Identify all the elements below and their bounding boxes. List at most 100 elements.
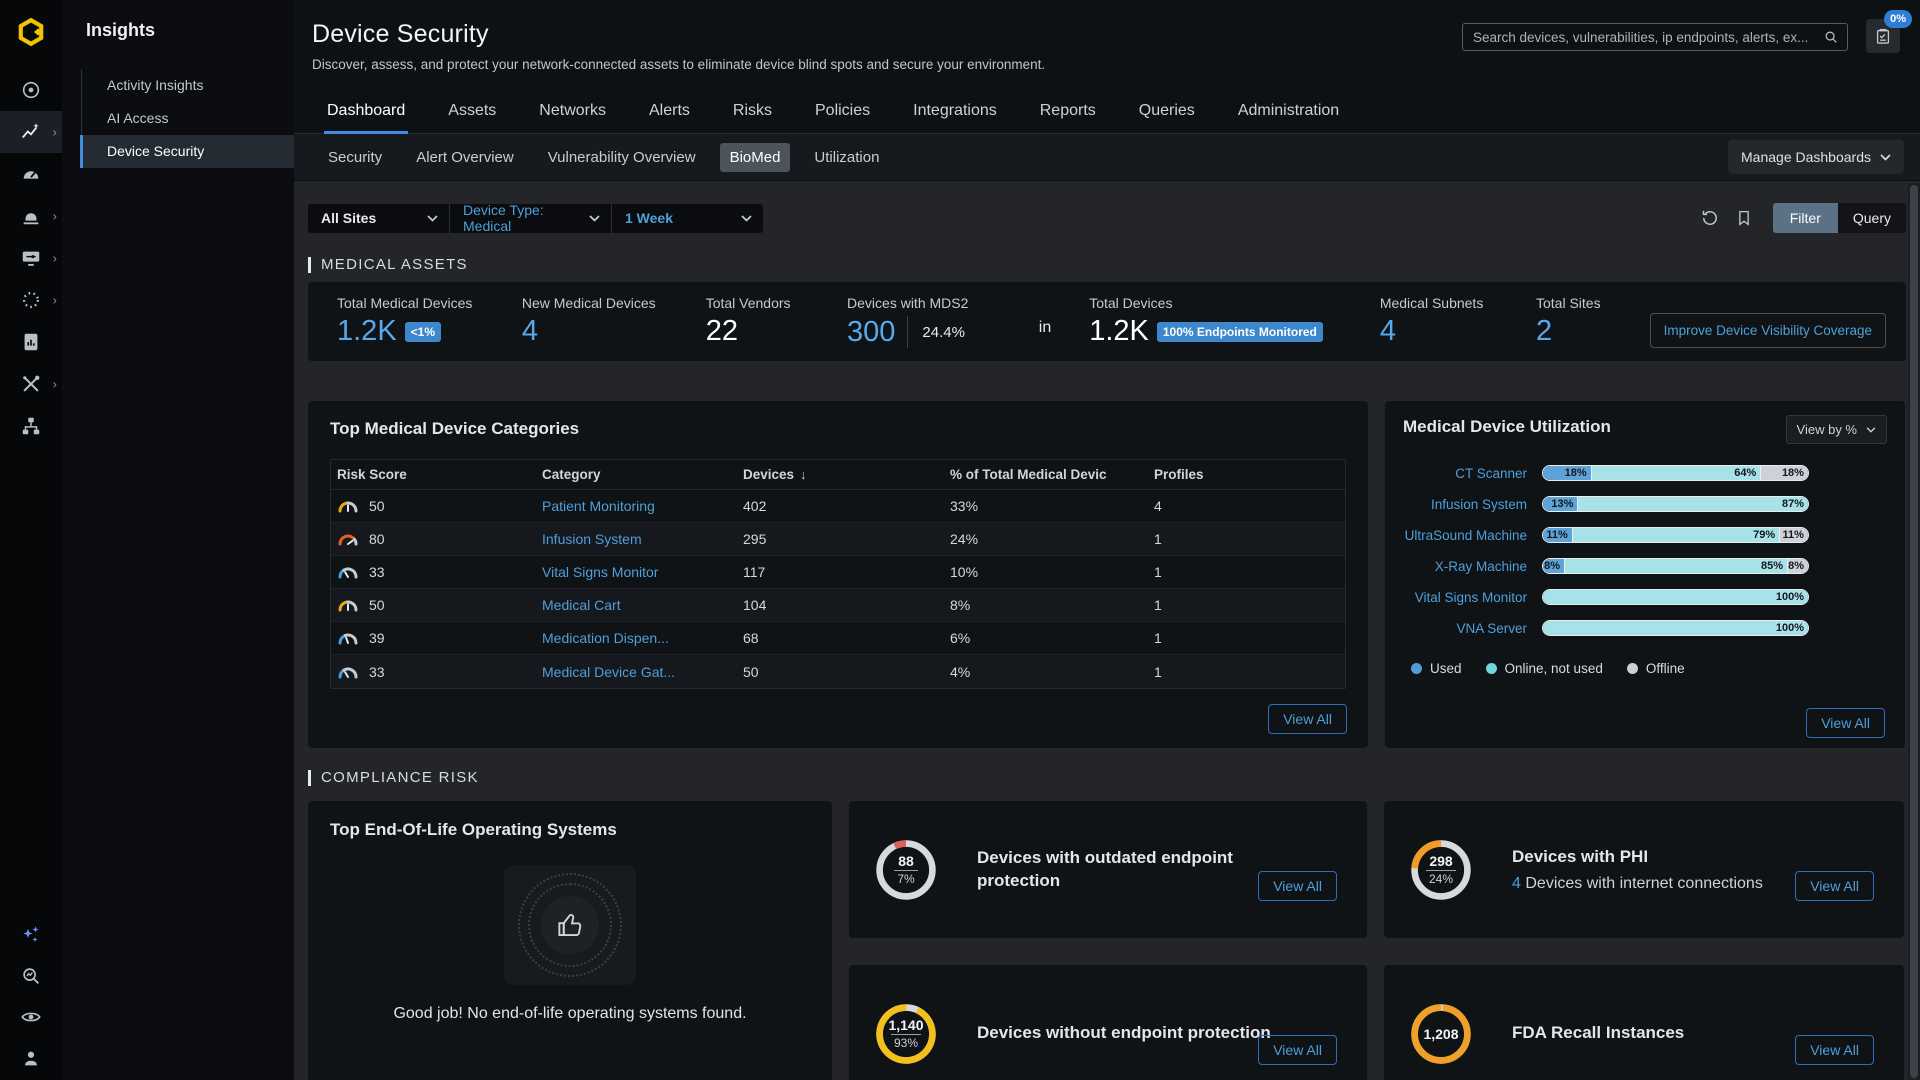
view-all-categories-button[interactable]: View All	[1268, 704, 1347, 734]
legend-dot	[1485, 663, 1497, 674]
column-category[interactable]: Category	[542, 467, 601, 482]
scrollbar-thumb[interactable]	[1910, 185, 1918, 1078]
utilization-row: UltraSound Machine 11% 79% 11%	[1403, 527, 1887, 543]
tab-queries[interactable]: Queries	[1138, 102, 1195, 119]
investigate-search-icon[interactable]	[0, 964, 62, 988]
section-compliance-risk: COMPLIANCE RISK	[308, 769, 1906, 786]
device-type-link[interactable]: Vital Signs Monitor	[1414, 589, 1527, 605]
improve-visibility-button[interactable]: Improve Device Visibility Coverage	[1649, 312, 1886, 348]
device-type-link[interactable]: VNA Server	[1456, 620, 1527, 636]
view-by-dropdown[interactable]: View by %	[1785, 415, 1887, 444]
device-type-link[interactable]: UltraSound Machine	[1404, 527, 1527, 543]
view-all-phi-button[interactable]: View All	[1795, 871, 1874, 901]
legend-item[interactable]: Offline	[1626, 661, 1685, 676]
subtab-utilization[interactable]: Utilization	[814, 148, 880, 166]
tasks-button[interactable]: 0%	[1866, 10, 1912, 53]
filter-button[interactable]: Filter	[1772, 203, 1838, 233]
policy-monitor-icon[interactable]: ›	[0, 237, 62, 279]
view-all-no-protection-button[interactable]: View All	[1258, 1035, 1337, 1065]
table-row[interactable]: 50 Patient Monitoring 402 33% 4	[331, 490, 1345, 523]
device-type-link[interactable]: Infusion System	[1430, 496, 1527, 512]
tab-alerts[interactable]: Alerts	[648, 102, 690, 119]
search-input[interactable]	[1463, 29, 1847, 45]
view-all-outdated-button[interactable]: View All	[1258, 871, 1337, 901]
table-row[interactable]: 50 Medical Cart 104 8% 1	[331, 589, 1345, 622]
view-all-fda-button[interactable]: View All	[1795, 1035, 1874, 1065]
visibility-eye-icon[interactable]	[0, 1005, 62, 1029]
utilization-row: Infusion System 13% 87%	[1403, 496, 1887, 512]
device-type-link[interactable]: CT Scanner	[1455, 465, 1527, 481]
devices-cell: 295	[743, 531, 767, 547]
subtab-alert-overview[interactable]: Alert Overview	[416, 148, 514, 166]
category-link[interactable]: Medical Device Gat...	[542, 663, 676, 680]
category-link[interactable]: Vital Signs Monitor	[542, 564, 659, 580]
tab-administration[interactable]: Administration	[1237, 102, 1340, 119]
category-link[interactable]: Medication Dispen...	[542, 630, 669, 646]
time-range-dropdown[interactable]: 1 Week	[612, 203, 763, 233]
vertical-scrollbar[interactable]	[1908, 183, 1920, 1080]
dotted-ring	[528, 883, 612, 968]
insights-icon[interactable]: ›	[0, 111, 62, 153]
sites-dropdown[interactable]: All Sites	[308, 203, 449, 233]
search-icon[interactable]	[1823, 29, 1840, 46]
bar-segment: 18%	[1760, 466, 1808, 480]
stat-label: New Medical Devices	[521, 295, 656, 311]
process-circle-icon[interactable]: ›	[0, 279, 62, 321]
nav-item-activity-insights[interactable]: Activity Insights	[107, 77, 204, 93]
refresh-icon[interactable]	[1700, 208, 1720, 228]
legend-item[interactable]: Online, not used	[1485, 661, 1603, 676]
nav-items: Activity Insights AI Access Device Secur…	[80, 69, 294, 168]
tab-networks[interactable]: Networks	[539, 102, 606, 119]
nav-item-ai-access[interactable]: AI Access	[107, 110, 169, 126]
main-header: Device Security Discover, assess, and pr…	[294, 0, 1920, 134]
tab-risks[interactable]: Risks	[732, 102, 772, 119]
column-profiles[interactable]: Profiles	[1154, 467, 1204, 482]
filter-actions: Filter Query	[1700, 203, 1906, 233]
stacked-bar: 13% 87%	[1543, 497, 1808, 511]
radar-icon[interactable]	[0, 69, 62, 111]
donut-value: 88	[898, 853, 914, 869]
manage-dashboards-button[interactable]: Manage Dashboards	[1728, 140, 1904, 174]
nav-item-device-security[interactable]: Device Security	[80, 135, 294, 168]
network-sitemap-icon[interactable]	[0, 405, 62, 447]
dashboard-gauge-icon[interactable]	[0, 153, 62, 195]
legend-item[interactable]: Used	[1411, 661, 1462, 676]
column-risk-score[interactable]: Risk Score	[337, 467, 407, 482]
donut-center: 298 24%	[1408, 837, 1474, 903]
view-all-utilization-button[interactable]: View All	[1806, 708, 1885, 738]
tab-reports[interactable]: Reports	[1039, 102, 1096, 119]
table-row[interactable]: 33 Vital Signs Monitor 117 10% 1	[331, 556, 1345, 589]
subtab-biomed[interactable]: BioMed	[719, 142, 791, 172]
category-link[interactable]: Medical Cart	[542, 597, 621, 613]
tab-policies[interactable]: Policies	[815, 102, 871, 119]
subtab-vulnerability-overview[interactable]: Vulnerability Overview	[547, 148, 696, 166]
risk-gauge-icon	[338, 667, 358, 678]
card-title: FDA Recall Instances	[1512, 1023, 1685, 1043]
bar-segment: 8%	[1787, 559, 1808, 573]
tab-integrations[interactable]: Integrations	[913, 102, 997, 119]
tab-assets[interactable]: Assets	[448, 102, 497, 119]
tab-dashboard[interactable]: Dashboard	[324, 102, 409, 134]
bookmark-icon[interactable]	[1735, 208, 1753, 228]
subtab-security[interactable]: Security	[328, 148, 383, 166]
bar-segment: 13%	[1543, 497, 1578, 511]
user-profile-icon[interactable]	[0, 1046, 62, 1070]
armis-logo-icon[interactable]	[16, 17, 46, 47]
alarm-icon[interactable]: ›	[0, 195, 62, 237]
column-pct-total[interactable]: % of Total Medical Devic	[950, 467, 1107, 482]
category-link[interactable]: Infusion System	[542, 531, 642, 547]
tools-icon[interactable]: ›	[0, 363, 62, 405]
utilization-row: VNA Server 100%	[1403, 620, 1887, 636]
category-link[interactable]: Patient Monitoring	[542, 498, 655, 514]
table-row[interactable]: 33 Medical Device Gat... 50 4% 1	[331, 655, 1345, 688]
column-devices[interactable]: Devices ↓	[743, 467, 950, 482]
eol-operating-systems-card: Top End-Of-Life Operating Systems Good j…	[308, 801, 832, 1080]
query-button[interactable]: Query	[1837, 203, 1906, 233]
device-type-dropdown[interactable]: Device Type: Medical	[450, 203, 611, 233]
ai-sparkles-icon[interactable]	[0, 923, 62, 947]
table-row[interactable]: 80 Infusion System 295 24% 1	[331, 523, 1345, 556]
internet-connections-count[interactable]: 4	[1512, 874, 1521, 892]
device-type-link[interactable]: X-Ray Machine	[1434, 558, 1527, 574]
reports-icon[interactable]	[0, 321, 62, 363]
table-row[interactable]: 39 Medication Dispen... 68 6% 1	[331, 622, 1345, 655]
